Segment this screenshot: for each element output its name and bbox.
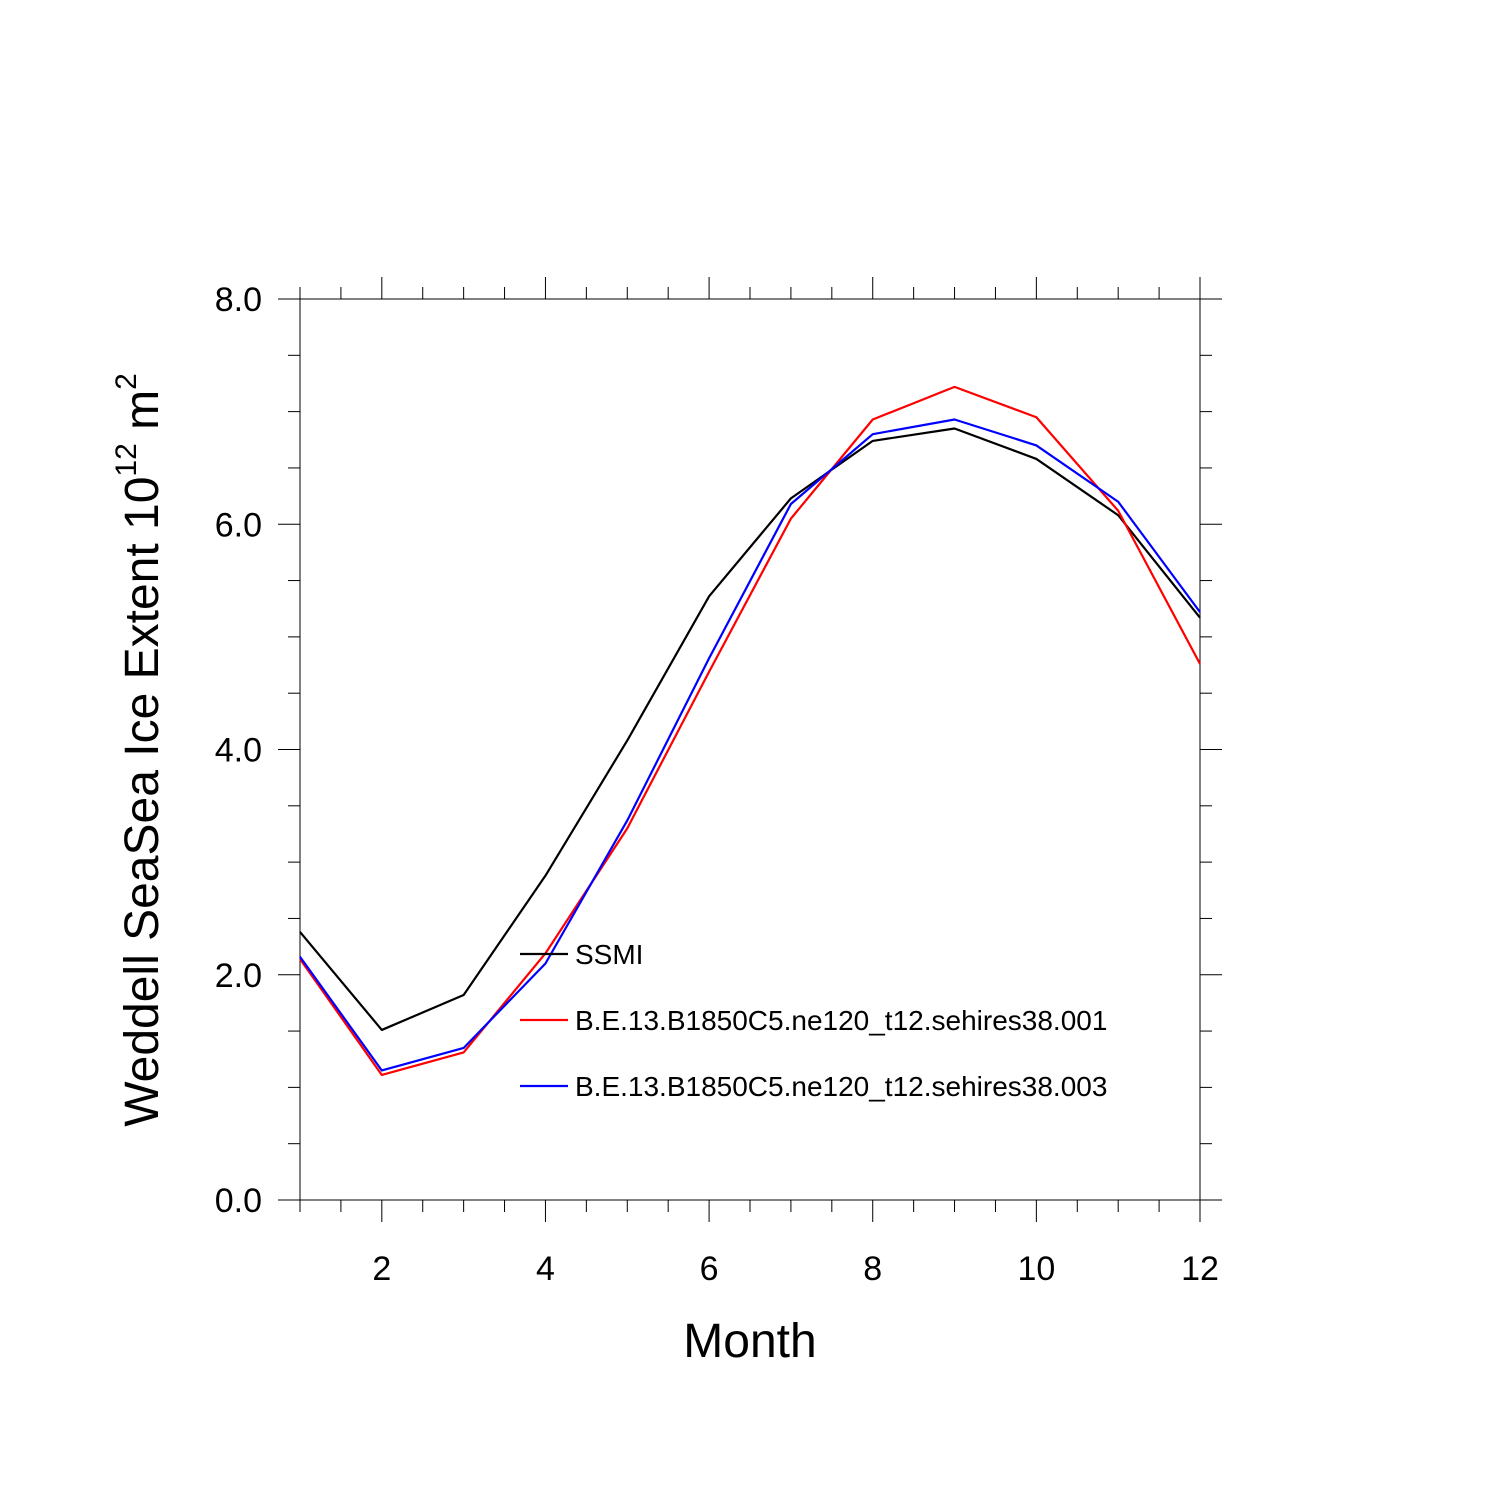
series-line-2: [299, 385, 1201, 1077]
y-axis-title-group: Weddell SeaSea Ice Extent 1012 m2: [110, 373, 169, 1127]
series-line-3: [299, 418, 1201, 1072]
x-tick-label: 6: [700, 1250, 719, 1288]
y-axis-title-main: Weddell SeaSea Ice Extent 10: [116, 477, 169, 1127]
axis-ticks: [278, 277, 1222, 1222]
series-line-1: [299, 427, 1201, 1032]
x-tick-label: 8: [863, 1250, 882, 1288]
series-lines: [299, 385, 1201, 1077]
y-axis-title: Weddell SeaSea Ice Extent 1012 m2: [110, 373, 169, 1127]
y-tick-label: 6.0: [215, 506, 262, 544]
legend-label-3: B.E.13.B1850C5.ne120_t12.sehires38.003: [575, 1071, 1107, 1102]
plot-border: [299, 298, 1201, 1201]
legend-label-2: B.E.13.B1850C5.ne120_t12.sehires38.001: [575, 1005, 1107, 1036]
y-axis-title-exponent: 12: [110, 443, 143, 476]
x-tick-label: 12: [1181, 1250, 1219, 1288]
x-tick-label: 10: [1017, 1250, 1055, 1288]
y-tick-label: 2.0: [215, 957, 262, 995]
y-tick-label: 0.0: [215, 1182, 262, 1220]
y-tick-label: 4.0: [215, 732, 262, 770]
x-tick-label: 4: [536, 1250, 555, 1288]
x-tick-label: 2: [372, 1250, 391, 1288]
x-tick-labels: 2 4 6 8 10 12: [372, 1250, 1219, 1288]
y-tick-labels: 0.0 2.0 4.0 6.0 8.0: [215, 281, 262, 1220]
legend: SSMI B.E.13.B1850C5.ne120_t12.sehires38.0…: [520, 939, 1107, 1102]
plot-frame: [299, 298, 1201, 1201]
legend-label-1: SSMI: [575, 939, 643, 970]
y-axis-title-unit: m: [116, 390, 169, 443]
y-tick-label: 8.0: [215, 281, 262, 319]
y-axis-title-unit-exponent: 2: [110, 373, 143, 390]
x-axis-title: Month: [683, 1315, 816, 1368]
